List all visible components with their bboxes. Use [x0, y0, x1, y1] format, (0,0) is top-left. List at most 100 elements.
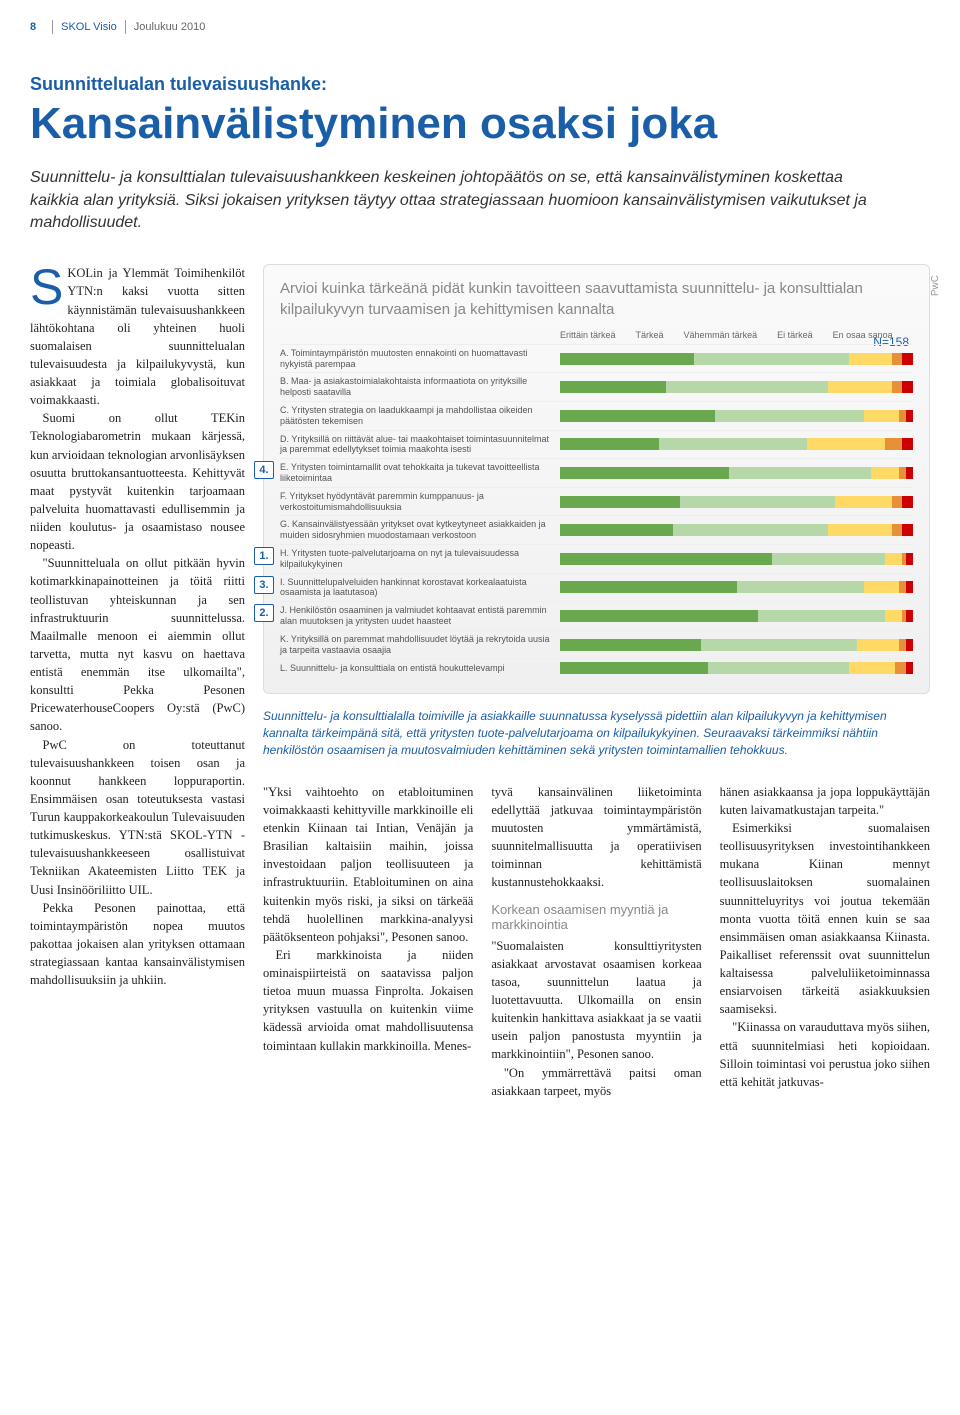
bar-segment — [772, 553, 885, 565]
bar-segment — [899, 410, 906, 422]
bar-segment — [864, 581, 899, 593]
stacked-bar — [560, 381, 913, 393]
callout-number: 2. — [254, 604, 274, 622]
chart-row-label: J. Henkilöstön osaaminen ja valmiudet ko… — [280, 605, 560, 627]
bar-segment — [659, 438, 807, 450]
bar-segment — [560, 524, 673, 536]
callout-number: 4. — [254, 461, 274, 479]
bar-segment — [906, 553, 913, 565]
chart-row: G. Kansainvälistyessään yritykset ovat k… — [280, 515, 913, 544]
chart-row: 2.J. Henkilöstön osaaminen ja valmiudet … — [280, 601, 913, 630]
bar-segment — [906, 467, 913, 479]
stacked-bar — [560, 496, 913, 508]
callout-number: 1. — [254, 547, 274, 565]
stacked-bar — [560, 553, 913, 565]
lower-col-3: hänen asiakkaansa ja jopa loppukäyttäjän… — [720, 783, 930, 1100]
stacked-bar — [560, 662, 913, 674]
issue-label: Joulukuu 2010 — [134, 21, 206, 33]
bar-segment — [560, 553, 772, 565]
chart-row: B. Maa- ja asiakastoimialakohtaista info… — [280, 372, 913, 401]
bar-segment — [906, 581, 913, 593]
chart-row: 3.I. Suunnittelupalveluiden hankinnat ko… — [280, 573, 913, 602]
body-paragraph: Esimerkiksi suomalaisen teollisuusyrityk… — [720, 819, 930, 1018]
bar-segment — [885, 610, 903, 622]
body-paragraph: PwC on toteuttanut tulevaisuushankkeen t… — [30, 736, 245, 899]
headline: Kansainvälistyminen osaksi joka — [30, 101, 930, 147]
page-header: 8 SKOL Visio Joulukuu 2010 — [30, 20, 930, 34]
chart-row: F. Yritykset hyödyntävät paremmin kumppa… — [280, 487, 913, 516]
bar-segment — [892, 381, 903, 393]
bar-segment — [828, 524, 892, 536]
subheading: Korkean osaamisen myyntiä ja markkinoint… — [491, 902, 701, 933]
bar-segment — [560, 662, 708, 674]
chart-row-label: F. Yritykset hyödyntävät paremmin kumppa… — [280, 491, 560, 513]
stacked-bar — [560, 639, 913, 651]
divider — [52, 20, 53, 34]
bar-segment — [902, 496, 913, 508]
chart-row: C. Yritysten strategia on laadukkaampi j… — [280, 401, 913, 430]
bar-segment — [857, 639, 899, 651]
lower-col-1: "Yksi vaihtoehto on etabloituminen voima… — [263, 783, 473, 1100]
chart-row-label: H. Yritysten tuote-palvelutarjoama on ny… — [280, 548, 560, 570]
bar-segment — [871, 467, 899, 479]
chart-row: A. Toimintaympäristön muutosten ennakoin… — [280, 344, 913, 373]
lead-paragraph: Suunnittelu- ja konsulttialan tulevaisuu… — [30, 167, 870, 234]
chart-row: D. Yrityksillä on riittävät alue- tai ma… — [280, 430, 913, 459]
bar-segment — [560, 438, 659, 450]
bar-segment — [758, 610, 885, 622]
bar-segment — [835, 496, 891, 508]
bar-segment — [560, 381, 666, 393]
chart-legend: Erittäin tärkeäTärkeäVähemmän tärkeäEi t… — [560, 330, 913, 340]
bar-segment — [560, 353, 694, 365]
bar-segment — [906, 610, 913, 622]
bar-segment — [694, 353, 849, 365]
stacked-bar — [560, 410, 913, 422]
legend-item: Erittäin tärkeä — [560, 330, 616, 340]
publication-name: SKOL Visio — [61, 21, 117, 33]
body-paragraph: "Suomalaisten konsulttiyritysten asiakka… — [491, 937, 701, 1064]
legend-item: Ei tärkeä — [777, 330, 813, 340]
bar-segment — [849, 662, 895, 674]
bar-segment — [807, 438, 885, 450]
bar-segment — [906, 639, 913, 651]
bar-segment — [899, 639, 906, 651]
bar-segment — [885, 553, 903, 565]
bar-segment — [560, 639, 701, 651]
chart-title: Arvioi kuinka tärkeänä pidät kunkin tavo… — [280, 279, 913, 320]
bar-segment — [892, 524, 903, 536]
bar-segment — [902, 381, 913, 393]
chart-row-label: B. Maa- ja asiakastoimialakohtaista info… — [280, 376, 560, 398]
dropcap: S — [30, 264, 67, 308]
stacked-bar — [560, 438, 913, 450]
chart-row-label: K. Yrityksillä on paremmat mahdollisuude… — [280, 634, 560, 656]
bar-segment — [560, 467, 729, 479]
chart-row-label: L. Suunnittelu- ja konsulttiala on entis… — [280, 663, 560, 674]
bar-segment — [849, 353, 891, 365]
stacked-bar — [560, 610, 913, 622]
survey-chart: PwC Arvioi kuinka tärkeänä pidät kunkin … — [263, 264, 930, 694]
stacked-bar — [560, 524, 913, 536]
bar-segment — [729, 467, 870, 479]
divider — [125, 20, 126, 34]
chart-row: 4.E. Yritysten toimintamallit ovat tehok… — [280, 458, 913, 487]
bar-segment — [560, 410, 715, 422]
bar-segment — [902, 353, 913, 365]
bar-segment — [902, 438, 913, 450]
bar-segment — [899, 467, 906, 479]
stacked-bar — [560, 353, 913, 365]
bar-segment — [906, 662, 913, 674]
body-paragraph: tyvä kansainvälinen liiketoiminta edelly… — [491, 783, 701, 892]
body-paragraph: "Kiinassa on varauduttava myös siihen, e… — [720, 1018, 930, 1091]
chart-row-label: C. Yritysten strategia on laadukkaampi j… — [280, 405, 560, 427]
bar-segment — [708, 662, 849, 674]
chart-row: L. Suunnittelu- ja konsulttiala on entis… — [280, 658, 913, 677]
bar-segment — [906, 410, 913, 422]
bar-segment — [885, 438, 903, 450]
bar-segment — [864, 410, 899, 422]
body-paragraph: "Suunnitteluala on ollut pitkään hyvin k… — [30, 554, 245, 735]
body-paragraph: Eri markkinoista ja niiden ominaispiirte… — [263, 946, 473, 1055]
bar-segment — [673, 524, 828, 536]
legend-item: Vähemmän tärkeä — [684, 330, 758, 340]
left-column: SKOLin ja Ylemmät Toimihenkilöt YTN:n ka… — [30, 264, 245, 1099]
callout-number: 3. — [254, 576, 274, 594]
